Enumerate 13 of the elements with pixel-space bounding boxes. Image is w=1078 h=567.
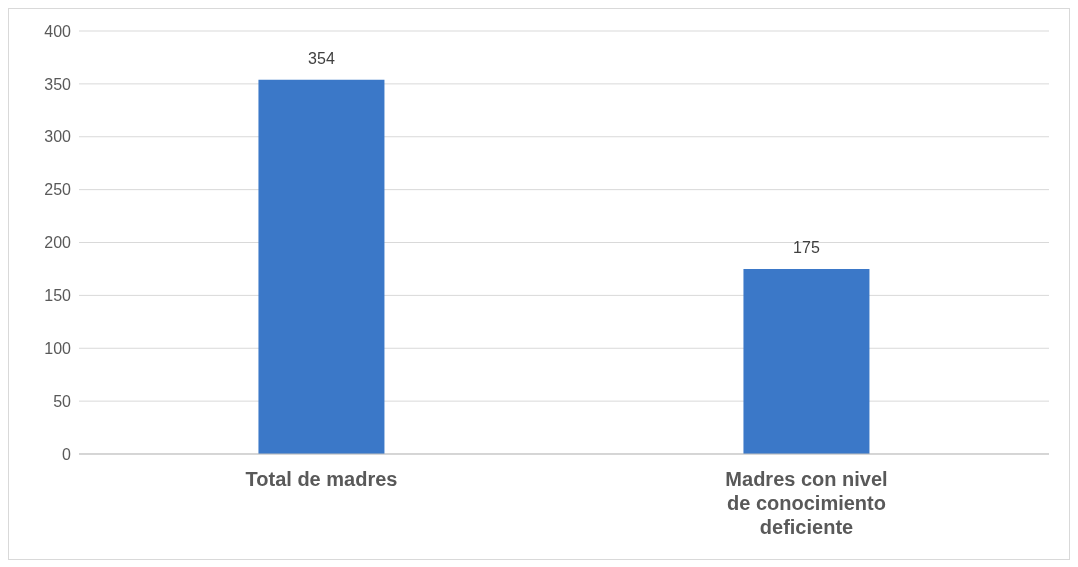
x-tick-label: Madres con nivel de conocimiento deficiente <box>725 468 888 538</box>
y-tick-label: 400 <box>44 22 72 40</box>
x-tick-label: Total de madres <box>245 468 398 490</box>
data-label: 175 <box>793 238 820 256</box>
y-tick-label: 100 <box>44 339 72 357</box>
y-tick-label: 0 <box>62 445 72 463</box>
y-tick-label: 150 <box>44 287 72 305</box>
y-tick-label: 200 <box>44 234 72 252</box>
data-label: 354 <box>308 49 335 67</box>
y-tick-label: 300 <box>44 128 72 146</box>
y-tick-label: 50 <box>53 392 72 410</box>
y-tick-label: 350 <box>44 75 72 93</box>
y-tick-label: 250 <box>44 181 72 199</box>
